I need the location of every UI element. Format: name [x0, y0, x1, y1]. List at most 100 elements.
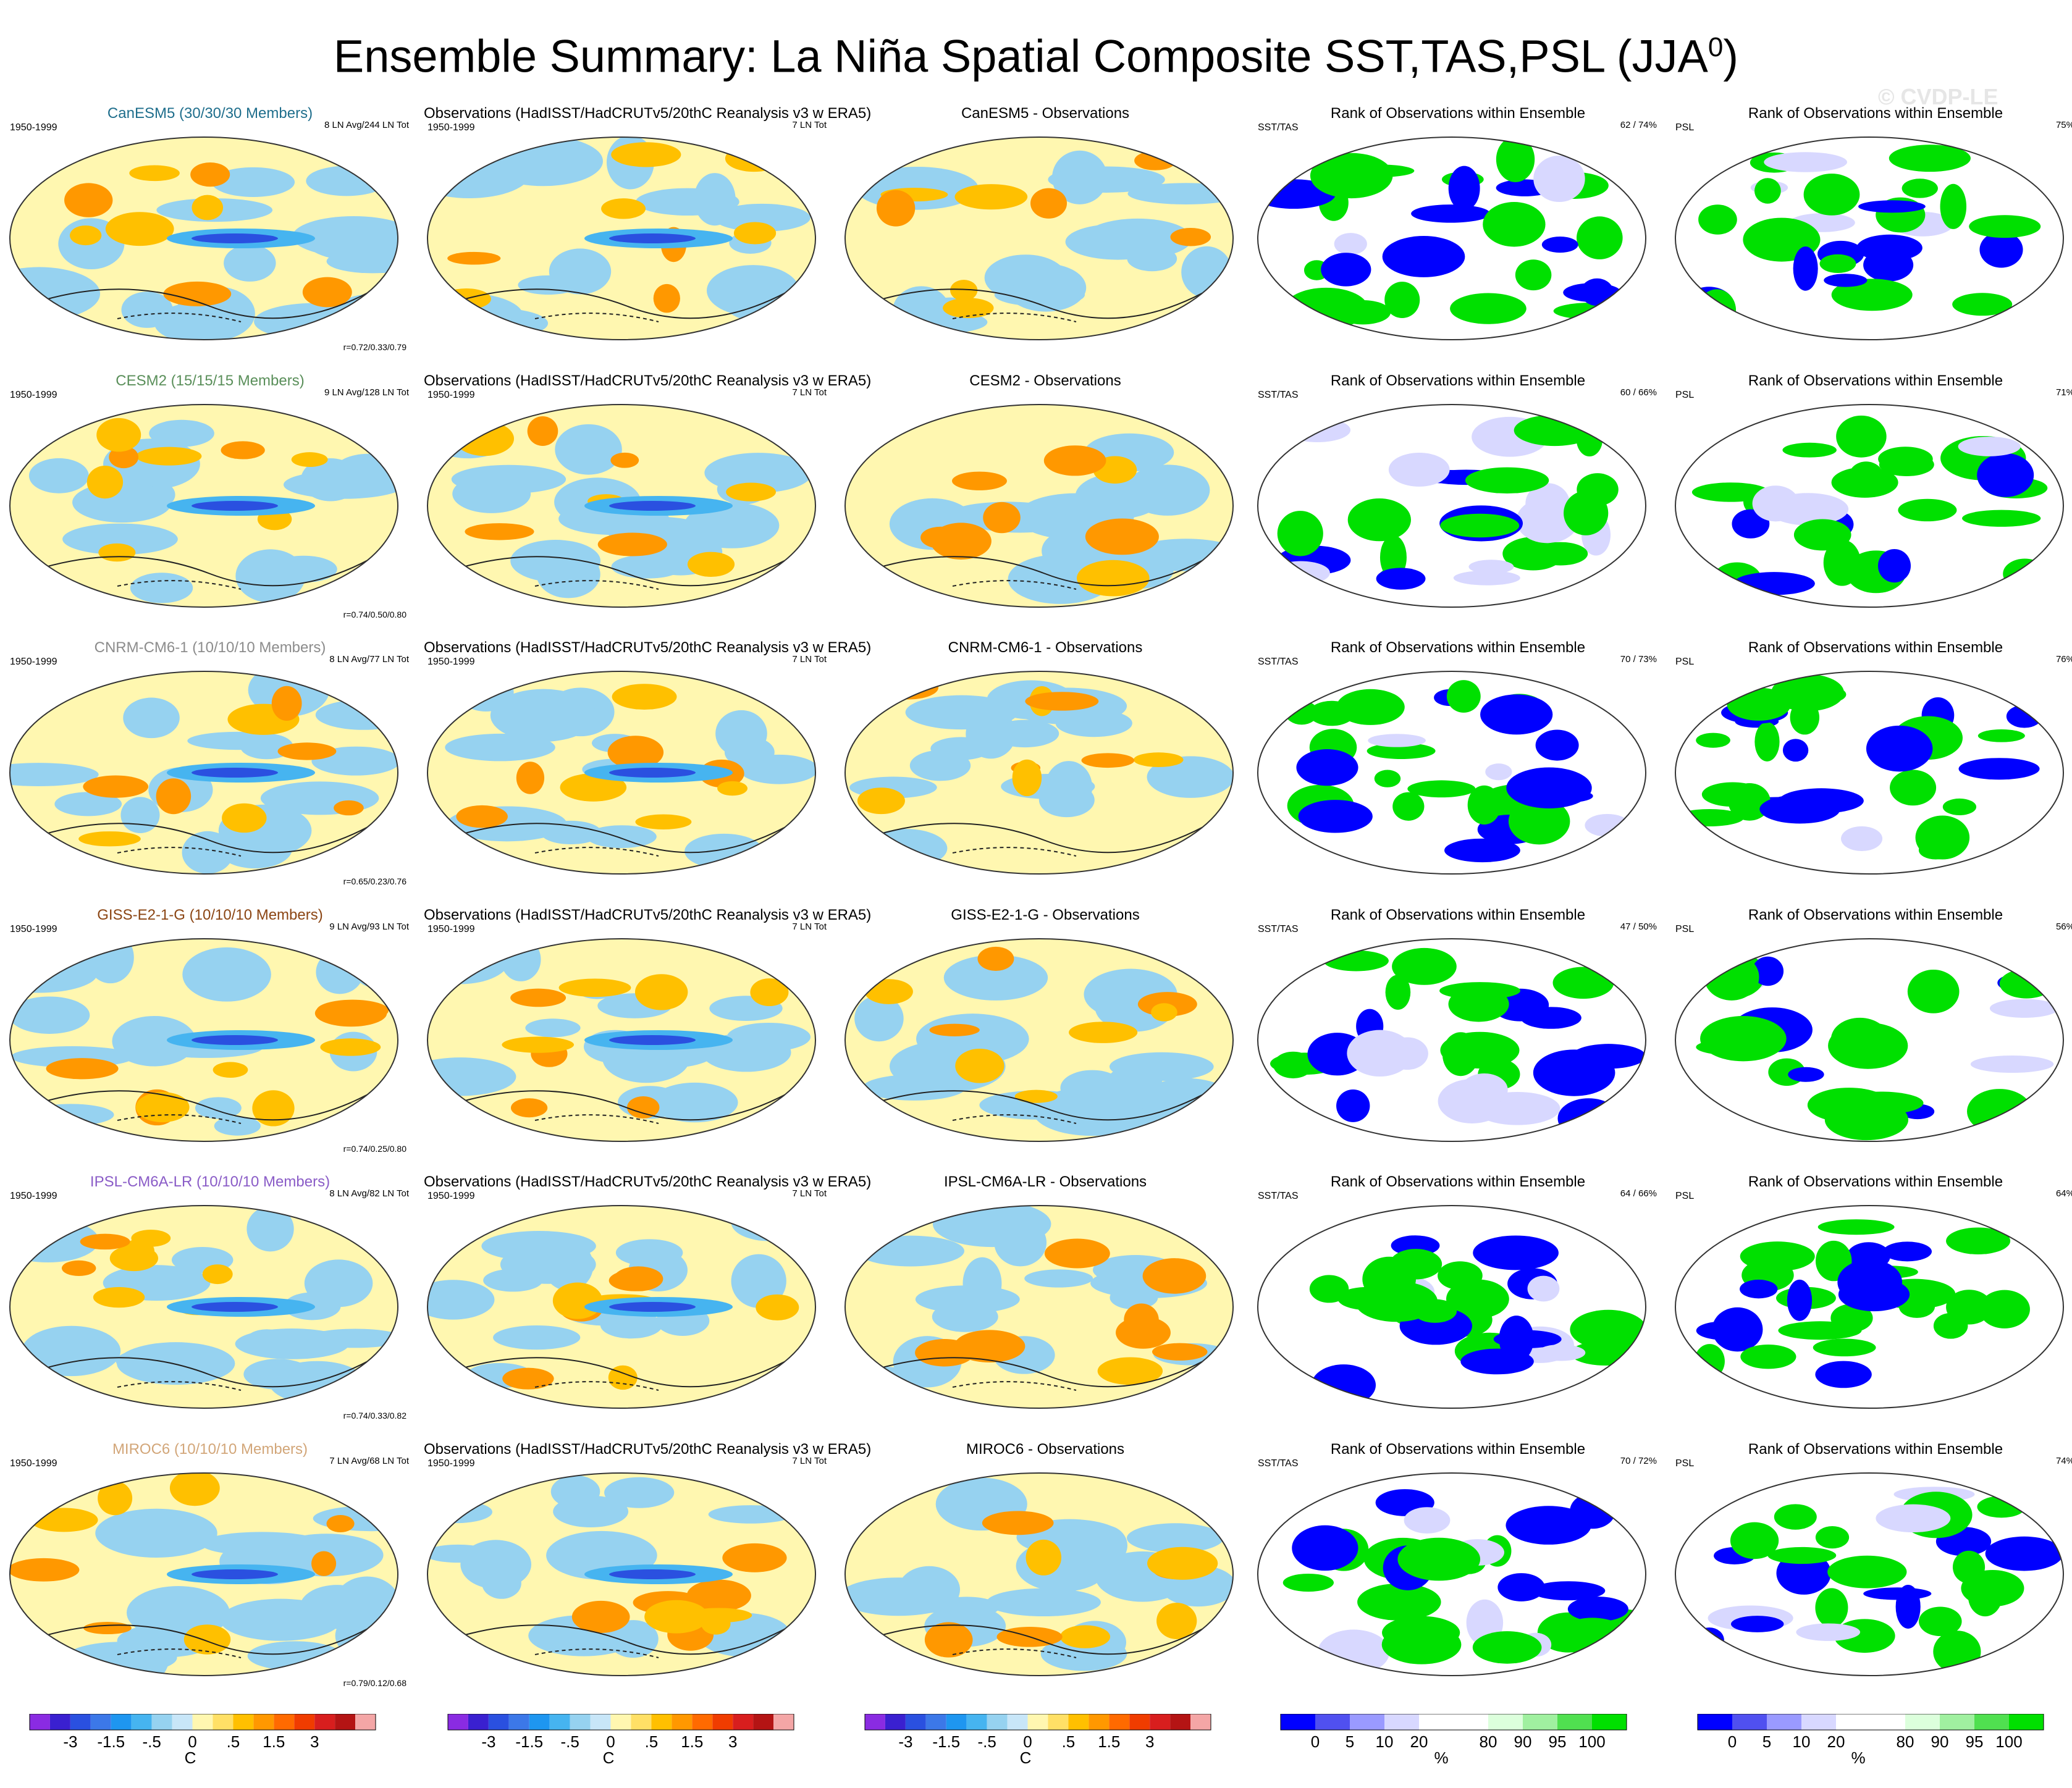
- colorbar-swatch: [1454, 1714, 1488, 1730]
- colorbar-swatch: [1315, 1714, 1350, 1730]
- colorbar-tick-label: 3: [310, 1732, 319, 1751]
- pattern-correlation: r=0.74/0.33/0.82: [343, 1411, 406, 1421]
- rank-percent: 56%: [2055, 921, 2072, 932]
- colorbar-tick-label: 100: [1578, 1732, 1605, 1751]
- colorbar-swatch: [70, 1714, 91, 1730]
- colorbar-swatch: [1190, 1714, 1211, 1730]
- panel-title: CNRM-CM6-1 (10/10/10 Members): [94, 639, 326, 656]
- rank-map: [1257, 136, 1646, 340]
- ln-count: 8 LN Avg/82 LN Tot: [329, 1188, 409, 1199]
- field-label: PSL: [1675, 657, 1695, 667]
- colorbar-tick-label: 0: [1311, 1732, 1320, 1751]
- colorbar-tick-label: 90: [1514, 1732, 1532, 1751]
- colorbar-tick-label: 10: [1793, 1732, 1811, 1751]
- colorbar-swatch: [651, 1714, 672, 1730]
- colorbar-tick-label: 95: [1966, 1732, 1984, 1751]
- sst-rank-panel: Rank of Observations within Ensemble SST/…: [1254, 1173, 1662, 1434]
- sst-map: [844, 1472, 1234, 1676]
- colorbar-swatch: [610, 1714, 631, 1730]
- colorbar-tick-label: 3: [728, 1732, 737, 1751]
- colorbar-swatch: [1027, 1714, 1048, 1730]
- sst-map: [844, 136, 1234, 340]
- colorbar-tick-label: 3: [1145, 1732, 1154, 1751]
- ln-count: 9 LN Avg/128 LN Tot: [324, 387, 409, 398]
- colorbar-tick-label: -1.5: [932, 1732, 960, 1751]
- colorbar-swatch: [1974, 1714, 2009, 1730]
- period-label: 1950-1999: [427, 1458, 475, 1469]
- colorbar-swatch: [448, 1714, 468, 1730]
- colorbar-swatch: [885, 1714, 906, 1730]
- colorbar-swatch: [1488, 1714, 1523, 1730]
- panel-title: Rank of Observations within Ensemble: [1330, 1441, 1586, 1458]
- pattern-correlation: r=0.65/0.23/0.76: [343, 876, 406, 886]
- colorbar-swatch: [172, 1714, 193, 1730]
- colorbar: -3 -1.5 -.5 0 .5 1.5 3 C: [864, 1714, 1211, 1767]
- psl-rank-panel: Rank of Observations within Ensemble PSL 6…: [1672, 1173, 2072, 1434]
- colorbar-tick-label: -1.5: [515, 1732, 543, 1751]
- field-label: SST/TAS: [1258, 122, 1299, 133]
- model-panel: IPSL-CM6A-LR (10/10/10 Members) 1950-1999…: [6, 1173, 414, 1434]
- sst-map: [844, 671, 1234, 875]
- colorbar-swatch: [1523, 1714, 1557, 1730]
- colorbar-swatch: [253, 1714, 274, 1730]
- field-label: PSL: [1675, 1458, 1695, 1469]
- rank-percent: 64 / 66%: [1620, 1188, 1657, 1199]
- sst-rank-panel: Rank of Observations within Ensemble SST/…: [1254, 1441, 1662, 1702]
- period-label: 1950-1999: [10, 1191, 57, 1201]
- colorbar-swatch: [570, 1714, 591, 1730]
- sst-map: [844, 404, 1234, 608]
- colorbar-tick-label: -3: [481, 1732, 495, 1751]
- panel-title: Rank of Observations within Ensemble: [1748, 372, 2003, 389]
- colorbar-swatch: [468, 1714, 489, 1730]
- rank-map: [1675, 136, 2064, 340]
- rank-map: [1257, 671, 1646, 875]
- panel-title: Rank of Observations within Ensemble: [1748, 639, 2003, 656]
- ln-count: 7 LN Avg/68 LN Tot: [329, 1456, 409, 1466]
- colorbar-tick-label: 20: [1827, 1732, 1845, 1751]
- colorbar-swatch: [865, 1714, 885, 1730]
- colorbar-swatch: [712, 1714, 733, 1730]
- colorbar-swatch: [192, 1714, 213, 1730]
- colorbar-swatch: [1592, 1714, 1627, 1730]
- panel-title: Rank of Observations within Ensemble: [1330, 372, 1586, 389]
- rank-map: [1675, 1472, 2064, 1676]
- colorbar-tick-label: .5: [645, 1732, 659, 1751]
- obs-panel: Observations (HadISST/HadCRUTv5/20thC Re…: [424, 907, 871, 1167]
- colorbar-swatch: [753, 1714, 774, 1730]
- colorbar-tick-label: -3: [63, 1732, 77, 1751]
- colorbar-swatch: [1557, 1714, 1592, 1730]
- obs-panel: Observations (HadISST/HadCRUTv5/20thC Re…: [424, 1441, 871, 1702]
- colorbar-swatch: [1905, 1714, 1940, 1730]
- period-label: 1950-1999: [10, 122, 57, 133]
- colorbar-unit: %: [1851, 1748, 1865, 1767]
- colorbar: -3 -1.5 -.5 0 .5 1.5 3 C: [447, 1714, 794, 1767]
- panel-title: MIROC6 (10/10/10 Members): [112, 1441, 308, 1458]
- colorbar-tick-label: 80: [1897, 1732, 1914, 1751]
- panel-title: GISS-E2-1-G (10/10/10 Members): [97, 907, 323, 923]
- sst-rank-panel: Rank of Observations within Ensemble SST/…: [1254, 372, 1662, 633]
- colorbar-swatch: [1109, 1714, 1130, 1730]
- rank-percent: 64%: [2055, 1188, 2072, 1199]
- figure-title: Ensemble Summary: La Niña Spatial Compos…: [333, 30, 1739, 82]
- colorbar-swatch: [508, 1714, 529, 1730]
- rank-percent: 47 / 50%: [1620, 921, 1657, 932]
- colorbar-tick-label: 90: [1931, 1732, 1949, 1751]
- colorbar: -3 -1.5 -.5 0 .5 1.5 3 C: [29, 1714, 376, 1767]
- panel-title: Observations (HadISST/HadCRUTv5/20thC Re…: [424, 372, 872, 389]
- colorbar-swatch: [773, 1714, 794, 1730]
- colorbar-tick-label: 20: [1410, 1732, 1428, 1751]
- colorbar-swatch: [1350, 1714, 1384, 1730]
- colorbar-tick-label: 0: [1728, 1732, 1737, 1751]
- obs-panel: Observations (HadISST/HadCRUTv5/20thC Re…: [424, 639, 871, 900]
- period-label: 1950-1999: [10, 924, 57, 934]
- period-label: 1950-1999: [427, 657, 475, 667]
- colorbar-swatch: [314, 1714, 335, 1730]
- colorbar-swatch: [1698, 1714, 1732, 1730]
- sst-map: [844, 1205, 1234, 1409]
- rank-percent: 74%: [2055, 1456, 2072, 1466]
- field-label: SST/TAS: [1258, 924, 1299, 934]
- panel-title: MIROC6 - Observations: [966, 1441, 1125, 1458]
- panel-title: CESM2 - Observations: [969, 372, 1121, 389]
- colorbar-swatch: [335, 1714, 356, 1730]
- ln-count: 8 LN Avg/244 LN Tot: [324, 120, 409, 130]
